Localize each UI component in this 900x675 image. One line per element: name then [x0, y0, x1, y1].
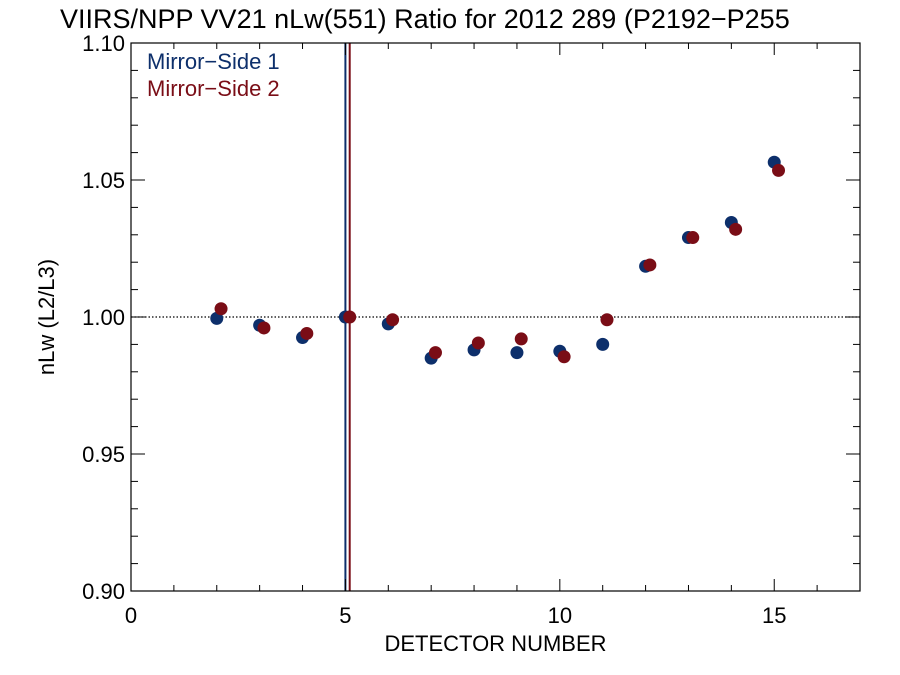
legend-entry: Mirror−Side 2 [147, 76, 280, 101]
data-point-series-2 [772, 163, 786, 177]
data-point-series-2 [729, 222, 743, 236]
x-tick-label: 10 [548, 603, 572, 628]
data-point-series-2 [600, 313, 614, 327]
data-points [210, 155, 786, 365]
x-tick-label: 5 [339, 603, 351, 628]
data-point-series-2 [514, 332, 528, 346]
data-point-series-2 [428, 346, 442, 360]
y-tick-label: 0.95 [82, 442, 125, 467]
y-tick-label: 0.90 [82, 579, 125, 604]
y-axis-label: nLw (L2/L3) [34, 259, 59, 375]
tick-labels: 0 5 10 15 0.90 0.95 1.00 1.05 1.10 [82, 31, 786, 628]
y-tick-label: 1.05 [82, 168, 125, 193]
data-point-series-1 [510, 346, 524, 360]
reference-lines [131, 43, 860, 591]
axis-ticks [130, 42, 861, 592]
data-point-series-2 [257, 321, 271, 335]
x-tick-label: 0 [125, 603, 137, 628]
data-point-series-2 [214, 302, 228, 316]
x-tick-label: 15 [762, 603, 786, 628]
chart-title: VIIRS/NPP VV21 nLw(551) Ratio for 2012 2… [60, 4, 790, 34]
data-point-series-1 [596, 337, 610, 351]
data-point-series-2 [643, 258, 657, 272]
data-point-series-2 [686, 231, 700, 245]
data-point-series-2 [343, 310, 357, 324]
data-point-series-2 [300, 326, 314, 340]
y-tick-label: 1.10 [82, 31, 125, 56]
data-point-series-2 [386, 313, 400, 327]
x-axis-label: DETECTOR NUMBER [384, 631, 606, 656]
y-tick-label: 1.00 [82, 305, 125, 330]
data-point-series-2 [557, 350, 571, 364]
data-point-series-2 [471, 336, 485, 350]
legend-entry: Mirror−Side 1 [147, 49, 280, 74]
